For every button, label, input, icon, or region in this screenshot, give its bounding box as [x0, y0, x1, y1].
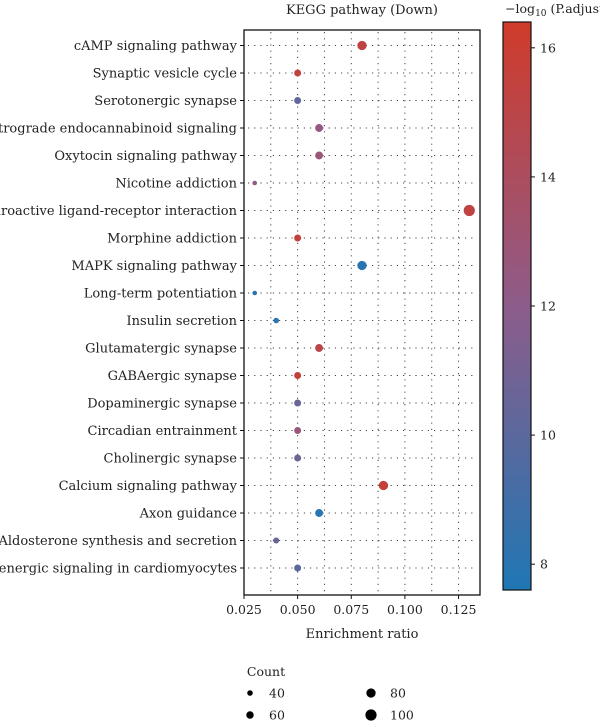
data-point [294, 69, 302, 77]
data-point [315, 344, 324, 352]
category-label: Circadian entrainment [88, 424, 238, 439]
category-label: Serotonergic synapse [94, 94, 237, 109]
colorbar-tick-label: 12 [540, 299, 556, 314]
chart-title: KEGG pathway (Down) [286, 3, 438, 18]
data-point [315, 151, 324, 160]
category-label: Calcium signaling pathway [59, 479, 238, 494]
size-legend-label: 80 [390, 686, 406, 701]
category-labels: cAMP signaling pathway Synaptic vesicle c… [0, 39, 244, 577]
data-point [294, 564, 302, 572]
colorbar-tick-label: 10 [540, 428, 556, 443]
category-label: Aldosterone synthesis and secretion [0, 534, 238, 549]
data-point [315, 124, 324, 132]
data-point [463, 204, 475, 217]
x-tick-label: 0.025 [226, 602, 262, 617]
data-point [294, 234, 302, 242]
x-tick-label: 0.100 [387, 602, 423, 617]
colorbar: −log10 (P.adjust) 8 10 12 14 16 [502, 1, 600, 591]
size-legend-marker [366, 688, 376, 698]
category-label: Morphine addiction [107, 232, 237, 247]
x-tick-label: 0.125 [441, 602, 477, 617]
colorbar-tick-label: 16 [540, 40, 556, 55]
data-point [273, 317, 279, 324]
colorbar-tick-label: 14 [540, 169, 556, 184]
size-legend-label: 60 [269, 708, 285, 723]
colorbar-tick-label: 8 [540, 557, 548, 572]
data-point [294, 454, 302, 462]
data-point [294, 427, 302, 434]
data-point [294, 372, 302, 379]
data-point [294, 399, 302, 407]
x-axis-label: Enrichment ratio [306, 627, 419, 642]
colorbar-ticks: 8 10 12 14 16 [531, 40, 556, 572]
colorbar-title: −log10 (P.adjust) [505, 1, 600, 19]
size-legend-title: Count [247, 664, 285, 679]
data-point [378, 480, 389, 491]
data-point [357, 260, 367, 271]
x-tick-label: 0.050 [280, 602, 316, 617]
plot-frame [243, 29, 481, 596]
category-label: Neuroactive ligand-receptor interaction [0, 204, 238, 219]
data-point [315, 509, 324, 517]
size-legend-marker [247, 690, 253, 696]
category-label: cAMP signaling pathway [74, 39, 238, 54]
size-legend-label: 100 [390, 708, 414, 723]
category-label: Adrenergic signaling in cardiomyocytes [0, 562, 237, 577]
data-point [252, 180, 258, 186]
data-point [273, 537, 280, 544]
category-label: Cholinergic synapse [104, 452, 238, 467]
category-label: Axon guidance [139, 507, 238, 522]
data-point [252, 290, 258, 296]
data-point [294, 97, 302, 104]
x-tick-label: 0.075 [333, 602, 369, 617]
category-label: Insulin secretion [126, 314, 237, 329]
category-label: Retrograde endocannabinoid signaling [0, 122, 237, 137]
category-label: Oxytocin signaling pathway [54, 149, 237, 164]
category-label: Nicotine addiction [115, 177, 237, 192]
category-label: MAPK signaling pathway [71, 259, 237, 274]
category-label: Dopaminergic synapse [87, 397, 237, 412]
size-legend-label: 40 [269, 686, 285, 701]
grid-lines [248, 32, 476, 593]
category-label: GABAergic synapse [108, 369, 238, 384]
x-axis-ticks: 0.025 0.050 0.075 0.100 0.125 [226, 595, 476, 617]
category-label: Long-term potentiation [84, 287, 238, 302]
colorbar-gradient [502, 21, 532, 591]
size-legend-marker [365, 709, 377, 721]
category-label: Glutamatergic synapse [85, 342, 237, 357]
size-legend-marker [246, 711, 254, 719]
size-legend: Count 40 80 60 100 [246, 664, 414, 723]
data-point [357, 40, 367, 51]
category-label: Synaptic vesicle cycle [93, 67, 238, 82]
data-points [252, 40, 475, 572]
